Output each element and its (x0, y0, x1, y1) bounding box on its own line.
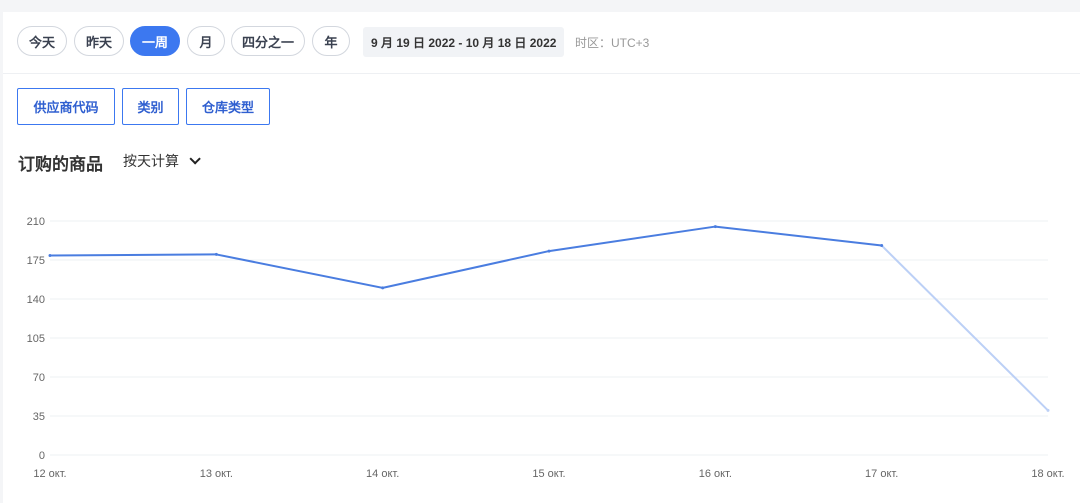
series-line-segment (215, 253, 384, 289)
period-month-button[interactable]: 月 (187, 26, 225, 56)
y-tick-label: 210 (27, 216, 45, 228)
series-line-segment (714, 225, 883, 247)
series-line-segment (49, 253, 218, 257)
period-week-button[interactable]: 一周 (130, 26, 180, 56)
chart-section-title: 订购的商品 (18, 155, 103, 174)
data-point (1046, 408, 1050, 412)
x-tick-label: 12 окт. (33, 468, 66, 480)
category-filter-button[interactable]: 类别 (122, 88, 179, 125)
warehouse-type-filter-button[interactable]: 仓库类型 (186, 88, 270, 125)
x-tick-label: 17 окт. (865, 468, 898, 480)
timezone-label: 时区：UTC+3 (575, 36, 650, 50)
data-point (48, 254, 52, 258)
date-range-picker[interactable]: 9 月 19 日 2022 - 10 月 18 日 2022 (363, 27, 565, 57)
x-tick-label: 18 окт. (1031, 468, 1064, 480)
calc-mode-label: 按天计算 (123, 153, 179, 169)
data-point (547, 249, 551, 253)
data-point (880, 244, 884, 248)
y-tick-label: 35 (33, 411, 45, 423)
y-tick-label: 70 (33, 372, 45, 384)
y-tick-label: 175 (27, 255, 45, 267)
period-toolbar: 今天 昨天 一周 月 四分之一 年 9 月 19 日 2022 - 10 月 1… (3, 12, 1080, 74)
x-tick-label: 15 окт. (532, 468, 565, 480)
period-today-button[interactable]: 今天 (17, 26, 67, 56)
series-line-segment (381, 250, 550, 289)
x-tick-label: 13 окт. (200, 468, 233, 480)
period-yesterday-button[interactable]: 昨天 (74, 26, 124, 56)
calc-mode-dropdown[interactable]: 按天计算 (123, 150, 201, 172)
x-tick-label: 14 окт. (366, 468, 399, 480)
x-tick-label: 16 окт. (699, 468, 732, 480)
y-tick-label: 140 (27, 294, 45, 306)
supplier-code-filter-button[interactable]: 供应商代码 (17, 88, 115, 125)
series-line-segment (548, 225, 717, 253)
data-point (214, 252, 218, 256)
dashboard-card: 今天 昨天 一周 月 四分之一 年 9 月 19 日 2022 - 10 月 1… (3, 12, 1080, 503)
period-year-button[interactable]: 年 (312, 26, 350, 56)
data-point (381, 286, 385, 290)
period-quarter-button[interactable]: 四分之一 (231, 26, 305, 56)
y-tick-label: 0 (39, 450, 45, 462)
y-tick-label: 105 (27, 333, 45, 345)
series-line-segment (880, 244, 1049, 412)
data-point (713, 225, 717, 229)
